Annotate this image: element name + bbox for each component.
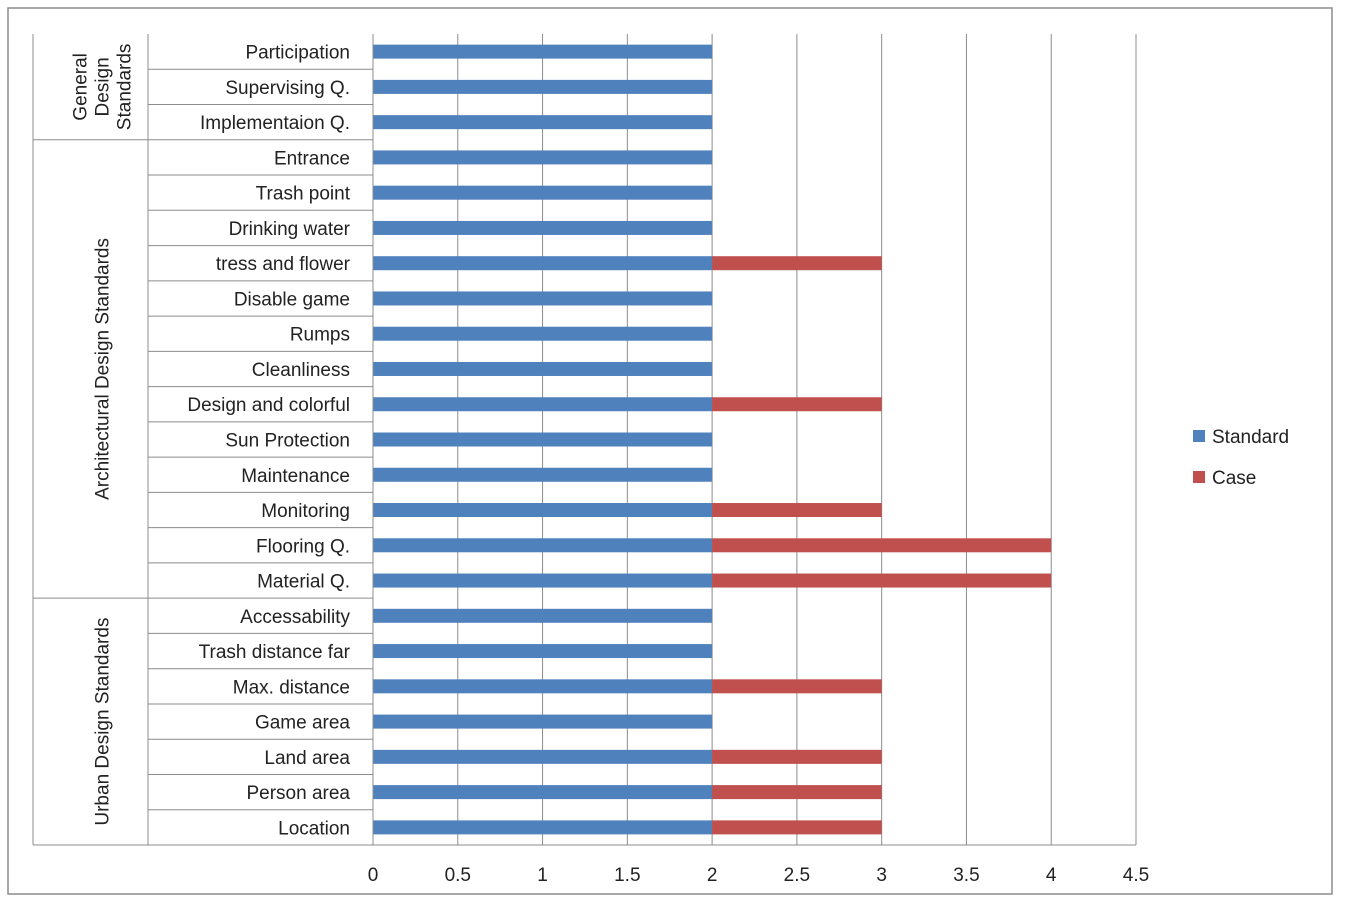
bar-standard: [373, 679, 713, 694]
x-tick-label: 4: [1046, 865, 1057, 886]
x-tick-label: 0: [368, 865, 379, 886]
legend-swatch-standard: [1193, 430, 1205, 442]
category-label: tress and flower: [216, 254, 351, 275]
category-label: Supervising Q.: [225, 78, 350, 99]
category-label: Monitoring: [261, 501, 350, 522]
bar-standard: [373, 714, 713, 729]
bar-standard: [373, 185, 713, 200]
category-label: Design and colorful: [187, 395, 350, 416]
bar-standard: [373, 220, 713, 235]
category-label: Person area: [246, 783, 350, 804]
bar-case: [712, 397, 882, 412]
category-label: Drinking water: [229, 219, 351, 240]
bar-standard: [373, 256, 713, 271]
bar-standard: [373, 467, 713, 482]
category-label: Participation: [245, 43, 350, 64]
bar-case: [712, 820, 882, 835]
bar-standard: [373, 573, 713, 588]
x-tick-label: 0.5: [445, 865, 471, 886]
legend-label-standard: Standard: [1212, 427, 1289, 448]
bar-standard: [373, 397, 713, 412]
bars: [373, 44, 1052, 835]
x-tick-label: 2: [707, 865, 718, 886]
category-label: Rumps: [290, 325, 350, 346]
bar-case: [712, 785, 882, 800]
x-tick-label: 3.5: [953, 865, 979, 886]
bar-standard: [373, 749, 713, 764]
group-label: General: [71, 53, 92, 121]
group-label: Design: [93, 57, 114, 116]
bar-case: [712, 503, 882, 518]
category-label: Entrance: [274, 148, 350, 169]
category-label: Disable game: [234, 289, 350, 310]
legend-swatch-case: [1193, 471, 1205, 483]
bar-standard: [373, 291, 713, 306]
bar-standard: [373, 326, 713, 341]
category-label: Location: [278, 818, 350, 839]
bar-standard: [373, 44, 713, 59]
category-label: Max. distance: [233, 677, 350, 698]
bar-standard: [373, 538, 713, 553]
x-tick-label: 4.5: [1123, 865, 1149, 886]
group-label: Architectural Design Standards: [93, 238, 114, 500]
bar-case: [712, 679, 882, 694]
bar-standard: [373, 79, 713, 94]
bar-standard: [373, 150, 713, 165]
category-label: Accessability: [240, 607, 350, 628]
value-axis: 0 0.5 1 1.5 2 2.5 3 3.5 4 4.5: [368, 865, 1150, 886]
category-label: Implementaion Q.: [200, 113, 350, 134]
bar-case: [712, 538, 1052, 553]
bar-standard: [373, 820, 713, 835]
x-tick-label: 1.5: [614, 865, 640, 886]
group-label: Standards: [115, 44, 136, 131]
category-label: Material Q.: [257, 572, 350, 593]
bar-standard: [373, 608, 713, 623]
x-tick-label: 2.5: [784, 865, 810, 886]
bar-standard: [373, 644, 713, 659]
bar-standard: [373, 432, 713, 447]
bar-case: [712, 256, 882, 271]
bar-standard: [373, 115, 713, 130]
category-label: Trash point: [256, 184, 351, 205]
bar-standard: [373, 503, 713, 518]
legend: Standard Case: [1193, 427, 1289, 489]
bar-case: [712, 573, 1052, 588]
category-label: Flooring Q.: [256, 536, 350, 557]
gridlines: [457, 34, 1137, 845]
category-axis: Participation Supervising Q. Implementaion…: [32, 34, 1136, 846]
bar-standard: [373, 785, 713, 800]
category-label: Land area: [264, 748, 350, 769]
category-label: Game area: [255, 713, 350, 734]
x-tick-label: 3: [876, 865, 887, 886]
x-tick-label: 1: [537, 865, 548, 886]
category-label: Maintenance: [241, 466, 350, 487]
category-label: Sun Protection: [225, 431, 350, 452]
legend-label-case: Case: [1212, 468, 1256, 489]
bar-case: [712, 749, 882, 764]
group-label: Urban Design Standards: [93, 618, 114, 826]
bar-standard: [373, 361, 713, 376]
category-label: Cleanliness: [252, 360, 350, 381]
category-label: Trash distance far: [199, 642, 351, 663]
